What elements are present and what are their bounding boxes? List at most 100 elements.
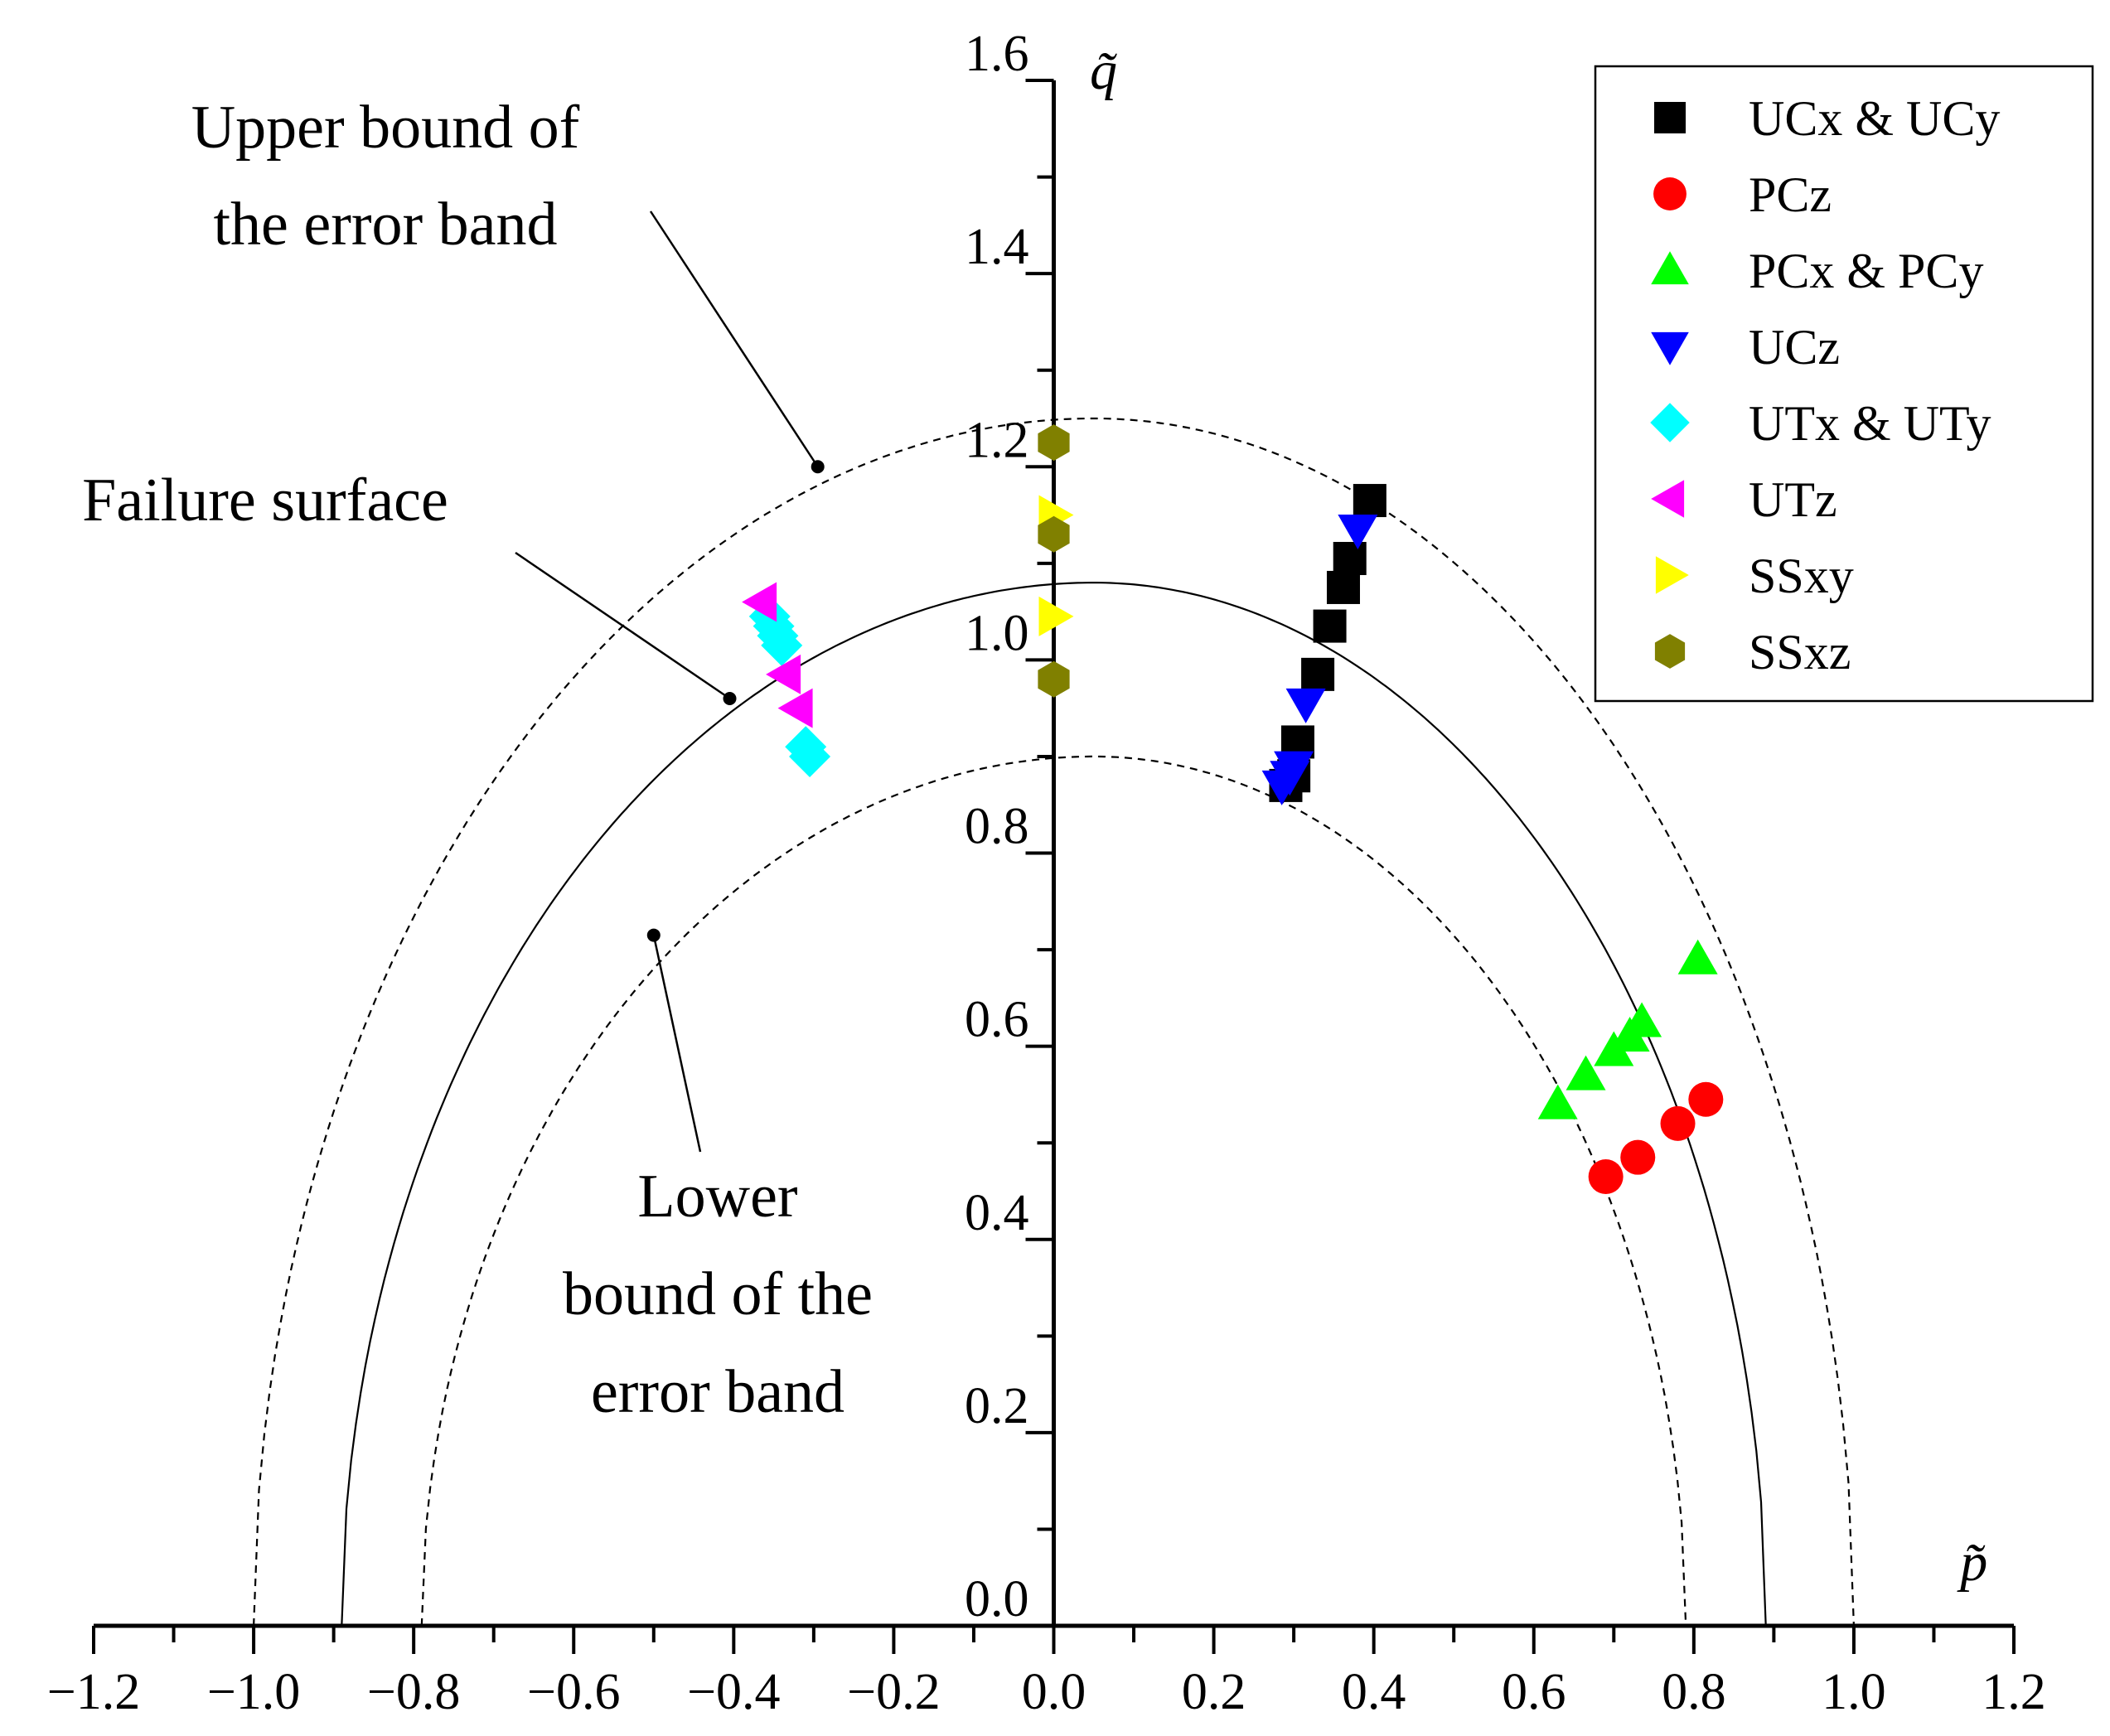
legend-symbol (1650, 403, 1690, 442)
legend-symbol (1651, 331, 1689, 365)
data-point (1338, 515, 1378, 550)
legend-entry: PCx & PCy (1651, 244, 1983, 298)
legend-entry: SSxz (1654, 625, 1851, 679)
y-tick-label: 0.4 (965, 1185, 1029, 1241)
y-tick-label: 1.6 (965, 26, 1029, 82)
data-point (1285, 688, 1326, 723)
annotation-dot (811, 460, 825, 474)
legend-label: SSxz (1749, 625, 1851, 679)
legend-entry: UCx & UCy (1654, 91, 2000, 146)
x-tick-label: 1.0 (1822, 1664, 1886, 1720)
x-tick-label: 0.2 (1182, 1664, 1246, 1720)
x-tick-label: −0.4 (687, 1664, 780, 1720)
annotation-upper: Upper bound of the error band (191, 94, 825, 474)
data-point (1588, 1158, 1624, 1194)
x-tick-label: −0.6 (527, 1664, 620, 1720)
data-point (1677, 939, 1718, 974)
data-point (1566, 1055, 1606, 1090)
legend-label: SSxy (1749, 549, 1854, 603)
legend: UCx & UCy PCz PCx & PCy UCz UTx & UTy UTz SSxy… (1594, 65, 2094, 703)
x-tick-label: 0.6 (1502, 1664, 1566, 1720)
x-tick-label: −1.2 (47, 1664, 140, 1720)
annotation-text: Failure surface (82, 467, 448, 534)
legend-label: PCz (1749, 167, 1832, 222)
legend-symbol (1655, 556, 1689, 594)
data-point (1038, 515, 1070, 553)
y-axis-title: q̃ (1090, 41, 1118, 101)
x-tick-label: −1.0 (207, 1664, 300, 1720)
data-points (742, 424, 1724, 1194)
legend-entry: SSxy (1655, 549, 1854, 603)
annotation-leader (652, 935, 702, 1153)
data-point (1038, 660, 1070, 698)
legend-label: UCz (1749, 320, 1840, 375)
x-tick-label: 0.0 (1022, 1664, 1086, 1720)
data-point (789, 735, 831, 777)
data-point (1038, 424, 1070, 462)
data-point (761, 624, 803, 666)
legend-label: UTx & UTy (1749, 396, 1991, 451)
y-tick-label: 0.6 (965, 992, 1029, 1048)
data-point (1313, 609, 1347, 643)
annotation-dot (646, 928, 661, 942)
x-tick-label: 0.8 (1662, 1664, 1726, 1720)
annotation-lower: Lower bound of the error band (563, 928, 873, 1426)
data-point (1301, 657, 1335, 691)
legend-symbol (1651, 480, 1685, 518)
legend-entry: UTz (1651, 472, 1837, 527)
data-point (1038, 596, 1074, 636)
data-point (1622, 1002, 1662, 1037)
legend-entry: UCz (1651, 320, 1840, 375)
legend-symbol (1654, 634, 1686, 669)
y-tick-label: 1.2 (965, 412, 1029, 468)
x-tick-label: −0.8 (367, 1664, 460, 1720)
legend-label: PCx & PCy (1749, 244, 1983, 298)
y-tick-label: 0.2 (965, 1378, 1029, 1434)
series-ucz (1261, 515, 1378, 805)
annotation-dot (723, 692, 737, 705)
legend-frame (1594, 65, 2094, 703)
x-tick-label: −0.2 (847, 1664, 940, 1720)
y-tick-label: 1.4 (965, 219, 1029, 275)
legend-label: UTz (1749, 472, 1837, 527)
x-axis-title: p̃ (1957, 1532, 1987, 1593)
data-point (742, 582, 777, 622)
data-point (1537, 1084, 1578, 1119)
series-pcz (1588, 1081, 1724, 1194)
annotation-text: the error band (213, 191, 557, 259)
annotation-failure: Failure surface (82, 467, 737, 705)
legend-symbol (1651, 251, 1689, 285)
legend-symbol (1653, 177, 1687, 210)
data-point (1353, 484, 1387, 518)
data-point (1274, 751, 1314, 786)
series-pcx-pcy (1537, 939, 1718, 1119)
annotation-text: Upper bound of (191, 94, 580, 162)
legend-entry: PCz (1653, 167, 1832, 222)
y-tick-label: 1.0 (965, 605, 1029, 661)
y-tick-label: 0.8 (965, 799, 1029, 855)
annotations: Upper bound of the error band Failure surf… (82, 94, 873, 1426)
x-tick-label: 0.4 (1342, 1664, 1406, 1720)
curve-lower-bound (420, 755, 1687, 1627)
annotation-text: error band (591, 1358, 844, 1426)
data-point (777, 688, 813, 728)
series-ssxz (1038, 424, 1070, 698)
annotation-leader (515, 551, 731, 700)
data-point (1333, 541, 1367, 575)
data-point (1620, 1139, 1656, 1175)
annotation-text: bound of the (563, 1260, 873, 1328)
data-point (1688, 1081, 1724, 1117)
x-tick-label: 1.2 (1982, 1664, 2046, 1720)
annotation-text: Lower (637, 1163, 797, 1231)
series-utz (742, 582, 813, 728)
annotation-leader (649, 210, 819, 467)
legend-entry: UTx & UTy (1650, 396, 1991, 451)
axes: −1.2 −1.0 −0.8 −0.6 −0.4 −0.2 0.0 0.2 0.4 0.6 0.8 1… (47, 26, 2046, 1720)
data-point (1326, 570, 1360, 604)
legend-symbol (1654, 102, 1686, 133)
data-point (1660, 1105, 1696, 1141)
legend-label: UCx & UCy (1749, 91, 2000, 146)
series-ssxy (1038, 495, 1074, 636)
y-tick-label: 0.0 (965, 1571, 1029, 1627)
